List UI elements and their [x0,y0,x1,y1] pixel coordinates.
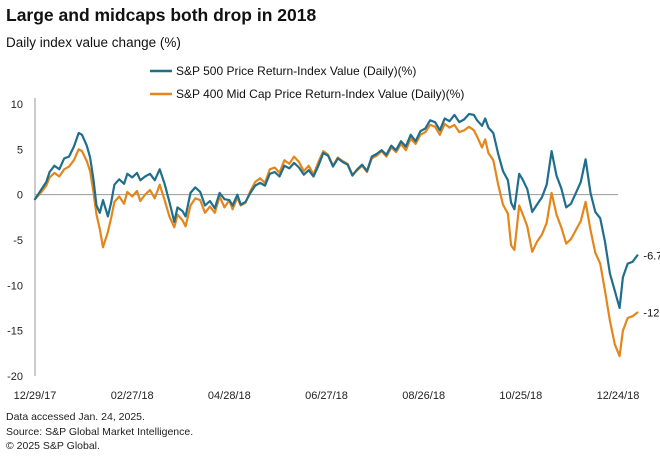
x-tick-label: 04/28/18 [208,390,251,402]
y-tick-label: -15 [7,326,23,338]
footer-source: Source: S&P Global Market Intelligence. [6,425,194,438]
x-tick-label: 12/24/18 [597,390,640,402]
y-tick-label: -5 [13,235,23,247]
y-tick-label: -20 [7,371,23,383]
legend-label: S&P 400 Mid Cap Price Return-Index Value… [176,87,464,101]
x-tick-label: 06/27/18 [305,390,348,402]
footer-data-accessed: Data accessed Jan. 24, 2025. [6,411,145,423]
x-tick-label: 12/29/17 [14,390,57,402]
series-end-label: -12.99 [643,308,660,320]
series-line [33,122,639,358]
x-tick-label: 10/25/18 [499,390,542,402]
chart-subtitle: Daily index value change (%) [6,35,181,50]
legend-label: S&P 500 Price Return-Index Value (Daily)… [176,64,416,78]
footer-copyright: © 2025 S&P Global. [6,440,100,452]
x-tick-label: 08/26/18 [402,390,445,402]
y-tick-label: -10 [7,280,23,292]
series-end-label: -6.72 [643,250,660,262]
y-tick-label: 5 [17,144,23,156]
chart-title: Large and midcaps both drop in 2018 [6,5,317,25]
y-tick-label: 10 [11,99,23,111]
chart-footer: Data accessed Jan. 24, 2025. Source: S&P… [6,410,193,454]
series-line [33,112,639,310]
y-tick-label: 0 [17,190,23,202]
x-tick-label: 02/27/18 [111,390,154,402]
